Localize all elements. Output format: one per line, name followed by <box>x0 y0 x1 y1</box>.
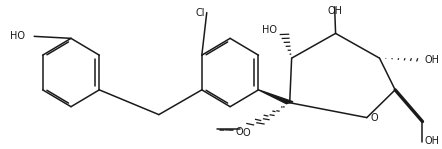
Text: HO: HO <box>11 31 26 41</box>
Text: Cl: Cl <box>196 8 206 18</box>
Text: O: O <box>370 113 378 123</box>
Text: OH: OH <box>425 136 440 146</box>
Text: methoxy: methoxy <box>208 129 214 131</box>
Text: methoxy: methoxy <box>224 130 230 131</box>
Text: O: O <box>235 127 243 138</box>
Text: OH: OH <box>327 6 342 16</box>
Text: OH: OH <box>425 55 440 65</box>
Polygon shape <box>259 90 293 104</box>
Text: HO: HO <box>262 25 277 35</box>
Text: O: O <box>243 128 251 138</box>
